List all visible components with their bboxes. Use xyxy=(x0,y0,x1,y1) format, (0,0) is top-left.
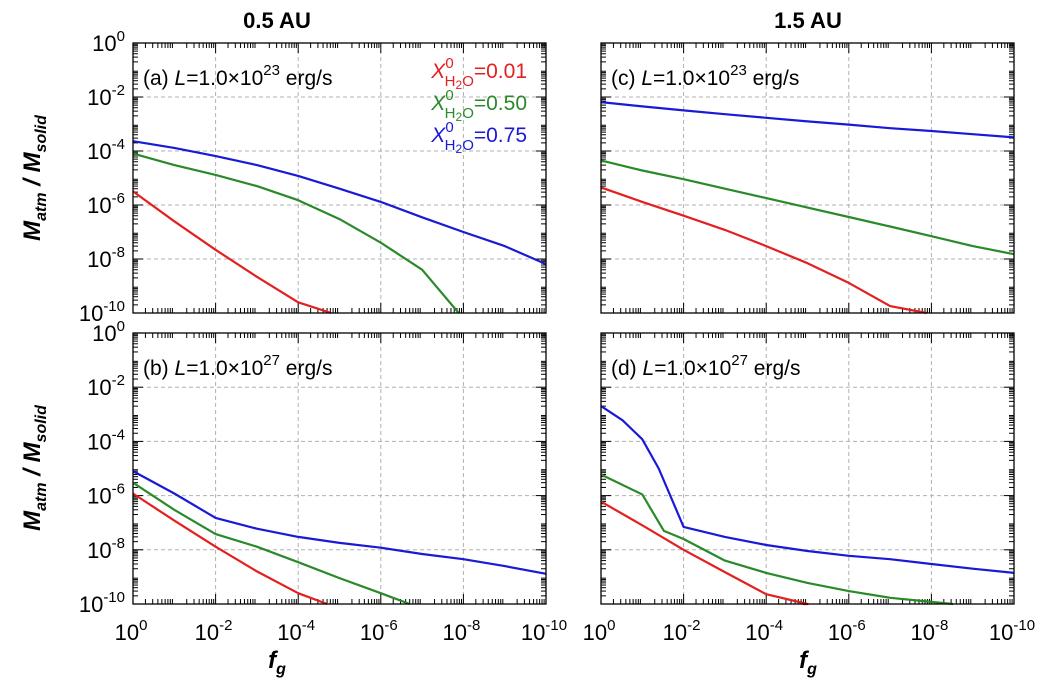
series-line-2 xyxy=(132,470,547,575)
series-line-2 xyxy=(132,140,547,266)
series-line-2 xyxy=(600,101,1015,139)
y-axis-label-top: Matm / Msolid xyxy=(19,114,50,241)
y-axis-label-bottom: Matm / Msolid xyxy=(19,404,50,531)
legend-entry-2: X0 H2O=0.75 xyxy=(430,119,527,156)
x-tick-label: 10-2 xyxy=(195,617,233,645)
series-line-0 xyxy=(132,492,328,606)
ticks xyxy=(132,42,547,314)
panel-a: 100 10-2 10-4 10-6 10-8 10-10 (a) L=1.0×1023 e… xyxy=(79,28,547,326)
y-tick-label: 10-2 xyxy=(87,372,125,400)
x-tick-label: 10-10 xyxy=(521,617,567,645)
x-tick-label: 10-4 xyxy=(745,617,783,645)
panel-d: 100 10-2 10-4 10-6 10-8 10-10 (d) L=1.0×1027 e… xyxy=(583,332,1035,645)
y-tick-label: 10-4 xyxy=(87,426,125,454)
series-line-1 xyxy=(132,481,411,606)
x-tick-label: 10-6 xyxy=(828,617,866,645)
y-tick-label: 10-6 xyxy=(87,190,125,218)
x-axis-label-left: fg xyxy=(268,647,286,678)
col-title-right: 1.5 AU xyxy=(774,8,842,33)
series-line-0 xyxy=(600,500,809,606)
panel-label: (d) L=1.0×1027 erg/s xyxy=(611,352,801,380)
panel-label: (a) L=1.0×1023 erg/s xyxy=(143,62,333,90)
y-tick-label: 10-10 xyxy=(79,298,125,326)
x-tick-label: 100 xyxy=(583,617,616,645)
panel-label: (c) L=1.0×1023 erg/s xyxy=(611,62,799,90)
legend-entry-0: X0 H2O=0.01 xyxy=(430,55,527,92)
plot-frame xyxy=(132,42,547,314)
legend-entry-1: X0 H2O=0.50 xyxy=(430,87,527,124)
series-line-1 xyxy=(600,159,1015,256)
series-line-0 xyxy=(132,190,332,315)
y-tick-label: 10-8 xyxy=(87,535,125,563)
series-line-1 xyxy=(132,152,460,314)
y-tick-label: 10-4 xyxy=(87,136,125,164)
ticks xyxy=(600,332,1015,605)
series-line-0 xyxy=(600,186,927,315)
x-tick-label: 100 xyxy=(115,617,148,645)
legend: X0 H2O=0.01 X0 H2O=0.50 X0 H2O=0.75 xyxy=(430,55,527,156)
series-line-1 xyxy=(600,473,954,606)
series-line-2 xyxy=(600,405,1015,574)
y-tick-label: 10-2 xyxy=(87,82,125,110)
plot-frame xyxy=(600,42,1015,314)
col-title-left: 0.5 AU xyxy=(243,8,311,33)
x-tick-label: 10-8 xyxy=(442,617,480,645)
x-tick-label: 10-4 xyxy=(277,617,315,645)
x-tick-label: 10-10 xyxy=(989,617,1035,645)
y-tick-label: 10-10 xyxy=(79,589,125,617)
plot-frame xyxy=(132,332,547,605)
panel-label: (b) L=1.0×1027 erg/s xyxy=(143,352,333,380)
x-axis-label-right: fg xyxy=(799,647,817,678)
y-tick-label: 100 xyxy=(92,28,125,56)
y-tick-label: 10-6 xyxy=(87,481,125,509)
plot-frame xyxy=(600,332,1015,605)
panels: 100 10-2 10-4 10-6 10-8 10-10 (a) L=1.0×1023 e… xyxy=(79,28,1035,645)
y-tick-label: 10-8 xyxy=(87,244,125,272)
x-tick-label: 10-2 xyxy=(663,617,701,645)
x-tick-label: 10-6 xyxy=(360,617,398,645)
x-tick-label: 10-8 xyxy=(910,617,948,645)
panel-c: (c) L=1.0×1023 erg/s xyxy=(600,42,1015,315)
y-tick-label: 100 xyxy=(92,318,125,346)
